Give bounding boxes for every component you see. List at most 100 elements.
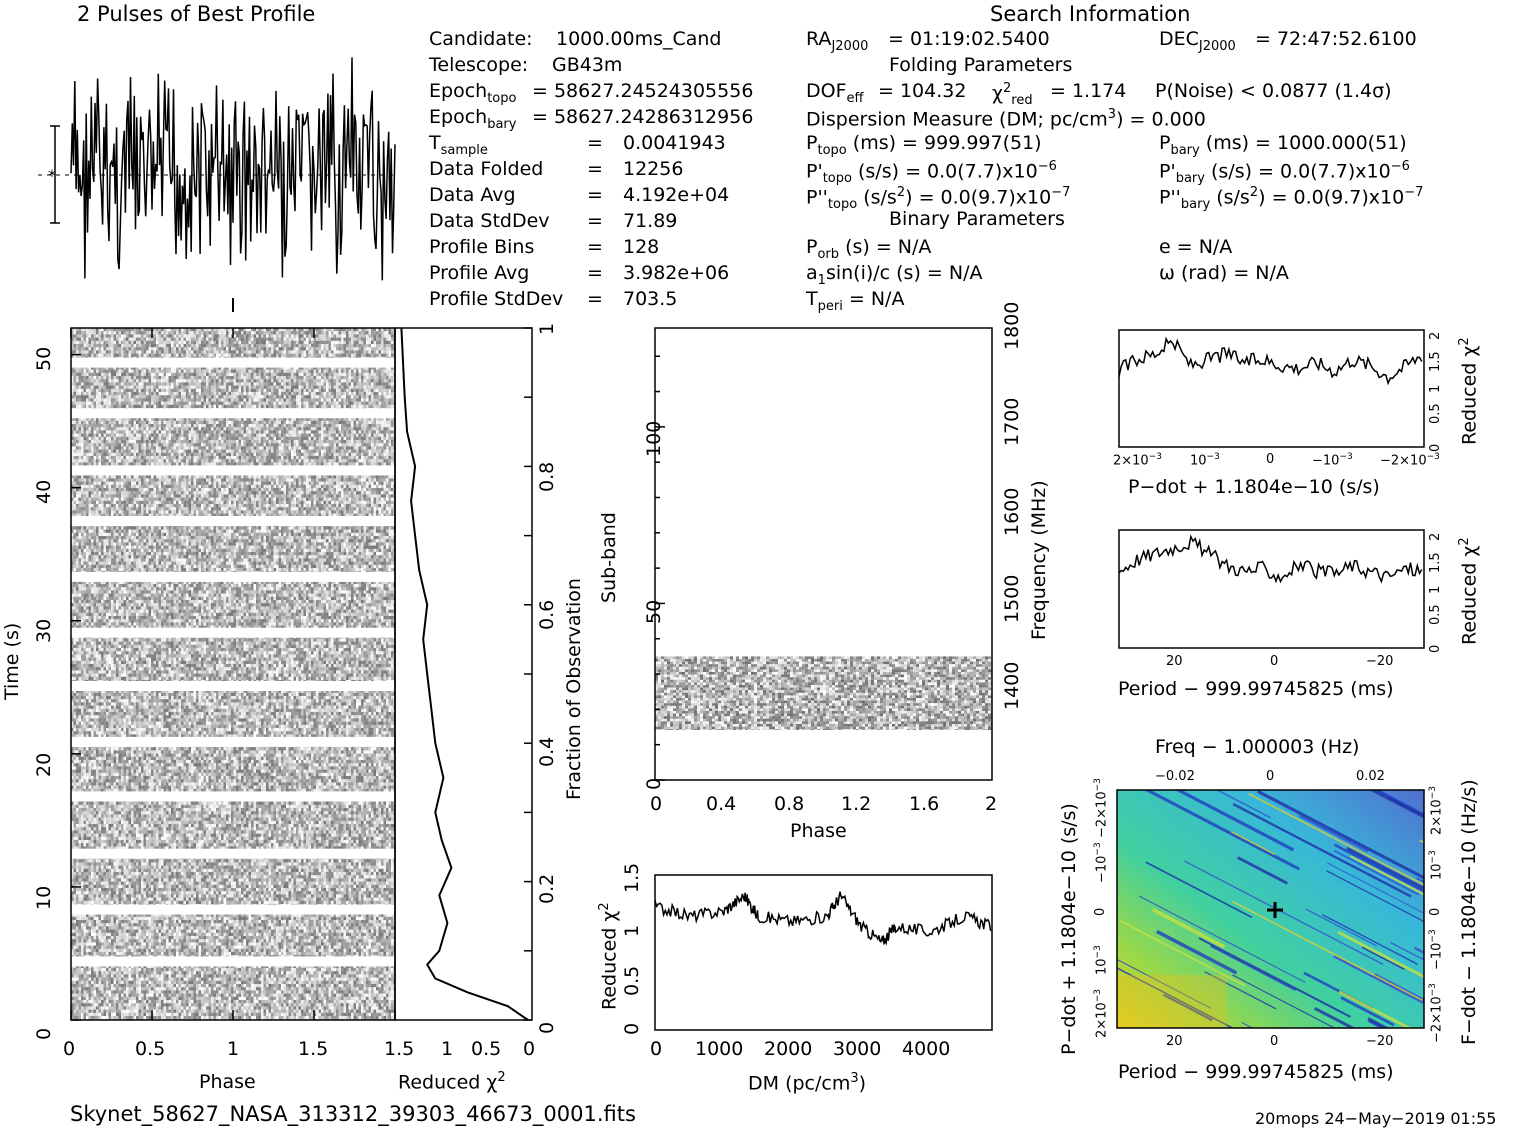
ts-cell	[226, 334, 229, 337]
ts-cell	[131, 382, 134, 385]
ts-cell	[209, 382, 212, 385]
ts-cell	[349, 395, 352, 398]
ts-cell	[229, 405, 232, 408]
ts-cell	[384, 424, 387, 427]
ts-cell	[146, 437, 149, 440]
ts-cell	[86, 386, 89, 389]
ts-cell	[384, 344, 387, 347]
ts-cell	[386, 402, 389, 405]
ts-cell	[176, 382, 179, 385]
ts-cell	[334, 334, 337, 337]
ts-cell	[354, 350, 357, 353]
ts-cell	[269, 446, 272, 449]
ts-cell	[269, 331, 272, 334]
ts-cell	[231, 382, 234, 385]
ts-cell	[146, 338, 149, 341]
ts-cell	[86, 341, 89, 344]
ts-cell	[196, 405, 199, 408]
ts-cell	[149, 424, 152, 427]
ts-cell	[164, 443, 167, 446]
ts-cell	[254, 373, 257, 376]
ts-cell	[341, 402, 344, 405]
ts-cell	[184, 373, 187, 376]
ts-cell	[201, 334, 204, 337]
ts-cell	[334, 424, 337, 427]
ts-cell	[329, 373, 332, 376]
ts-cell	[264, 427, 267, 430]
ts-cell	[269, 395, 272, 398]
ts-cell	[204, 395, 207, 398]
ts-cell	[286, 405, 289, 408]
ts-cell	[159, 405, 162, 408]
ts-cell	[286, 427, 289, 430]
ts-cell	[104, 373, 107, 376]
ts-cell	[159, 331, 162, 334]
ts-cell	[269, 338, 272, 341]
ts-cell	[74, 334, 77, 337]
ts-cell	[214, 350, 217, 353]
ts-cell	[284, 402, 287, 405]
ts-cell	[236, 382, 239, 385]
ts-cell	[101, 354, 104, 357]
ts-cell	[309, 443, 312, 446]
ts-cell	[171, 446, 174, 449]
ts-cell	[311, 427, 314, 430]
ts-cell	[346, 398, 349, 401]
ts-cell	[339, 421, 342, 424]
ts-cell	[349, 430, 352, 433]
ts-cell	[109, 434, 112, 437]
ts-cell	[109, 382, 112, 385]
ts-cell	[286, 379, 289, 382]
ts-cell	[84, 338, 87, 341]
ts-cell	[91, 370, 94, 373]
ts-cell	[231, 389, 234, 392]
ts-cell	[239, 446, 242, 449]
ts-cell	[361, 347, 364, 350]
ts-cell	[114, 395, 117, 398]
ts-cell	[81, 370, 84, 373]
ts-cell	[259, 389, 262, 392]
ts-cell	[219, 379, 222, 382]
ts-cell	[189, 392, 192, 395]
ts-cell	[149, 334, 152, 337]
ts-cell	[114, 427, 117, 430]
ts-cell	[174, 376, 177, 379]
ts-cell	[76, 430, 79, 433]
ts-cell	[124, 344, 127, 347]
ts-cell	[124, 370, 127, 373]
ts-cell	[291, 347, 294, 350]
ts-cell	[336, 373, 339, 376]
ts-cell	[221, 392, 224, 395]
ts-cell	[141, 434, 144, 437]
ts-cell	[251, 338, 254, 341]
ts-cell	[126, 430, 129, 433]
ts-cell	[134, 376, 137, 379]
ts-cell	[214, 427, 217, 430]
ts-cell	[131, 347, 134, 350]
ts-cell	[331, 350, 334, 353]
ts-cell	[244, 427, 247, 430]
ts-cell	[284, 347, 287, 350]
ts-cell	[181, 389, 184, 392]
ts-cell	[241, 440, 244, 443]
ts-cell	[166, 376, 169, 379]
ts-cell	[84, 373, 87, 376]
ts-cell	[134, 434, 137, 437]
ts-cell	[389, 341, 392, 344]
ts-cell	[201, 386, 204, 389]
ts-cell	[194, 389, 197, 392]
ts-cell	[169, 440, 172, 443]
ts-cell	[119, 402, 122, 405]
ts-cell	[259, 430, 262, 433]
ts-cell	[304, 338, 307, 341]
ts-cell	[286, 331, 289, 334]
ts-cell	[276, 389, 279, 392]
ts-cell	[204, 421, 207, 424]
ts-cell	[74, 350, 77, 353]
ts-cell	[291, 354, 294, 357]
ts-cell	[154, 430, 157, 433]
ts-cell	[99, 344, 102, 347]
ts-cell	[166, 350, 169, 353]
ts-cell	[146, 370, 149, 373]
ts-cell	[244, 347, 247, 350]
